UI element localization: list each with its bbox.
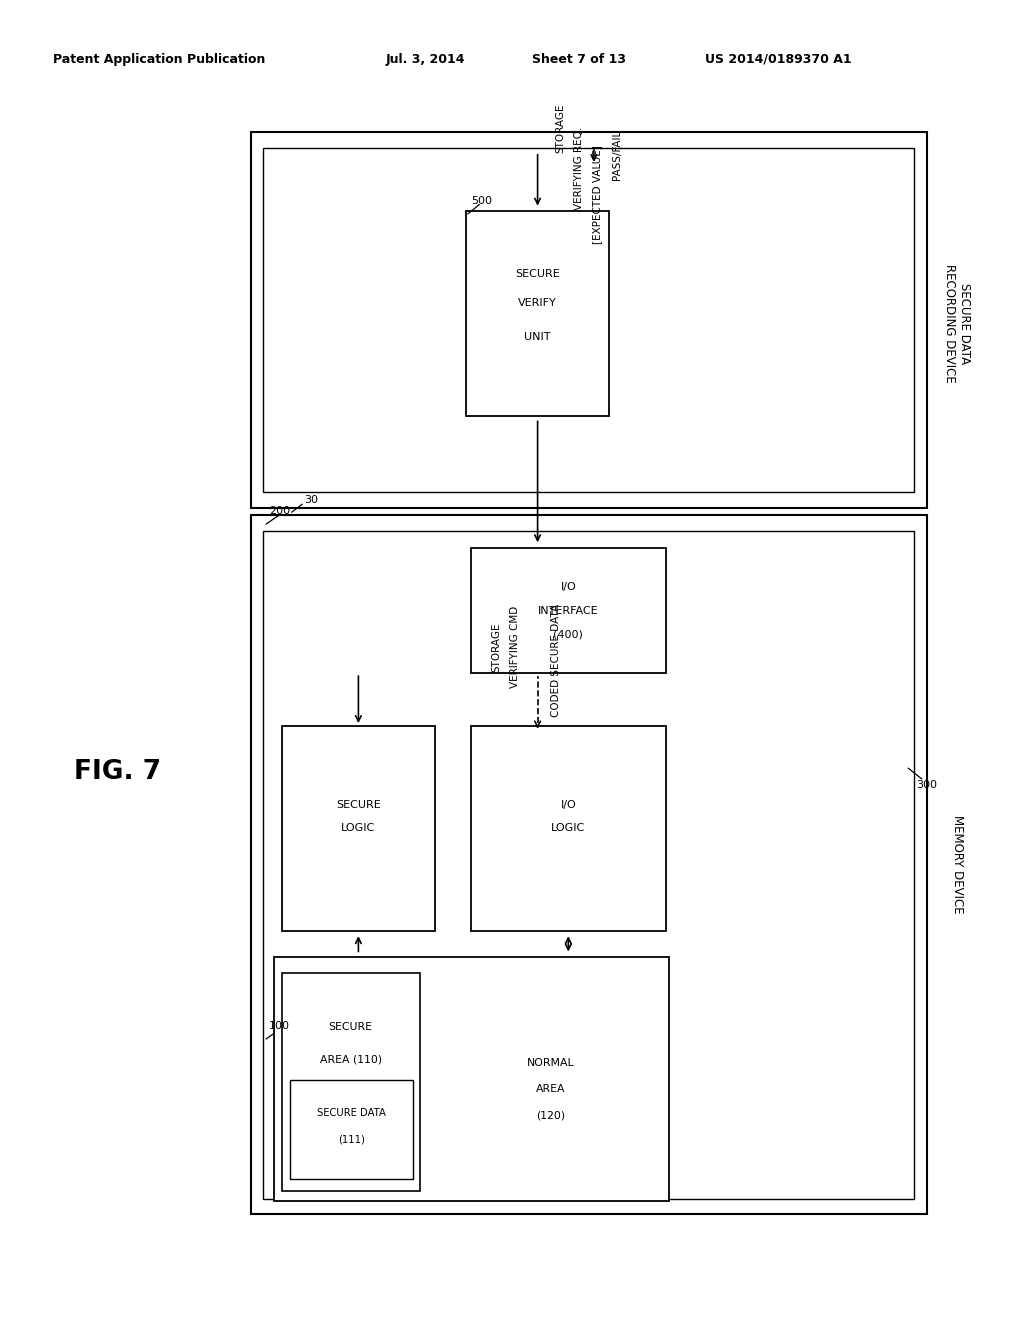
Text: FIG. 7: FIG. 7 — [74, 759, 162, 785]
Text: (400): (400) — [553, 630, 584, 639]
Text: I/O: I/O — [560, 800, 577, 809]
Bar — [274, 957, 669, 1201]
Text: (120): (120) — [537, 1110, 565, 1121]
Text: VERIFYING REQ.: VERIFYING REQ. — [573, 127, 584, 210]
Bar — [290, 1080, 413, 1179]
Bar — [263, 531, 914, 1199]
Text: VERIFYING CMD: VERIFYING CMD — [510, 606, 520, 688]
Bar — [471, 548, 666, 673]
Text: SECURE DATA
RECORDING DEVICE: SECURE DATA RECORDING DEVICE — [943, 264, 972, 383]
Text: AREA (110): AREA (110) — [319, 1055, 382, 1065]
Text: I/O: I/O — [560, 582, 577, 591]
Bar — [282, 726, 435, 931]
Text: LOGIC: LOGIC — [551, 824, 586, 833]
Text: 100: 100 — [269, 1020, 291, 1031]
Bar — [263, 148, 914, 492]
Text: SECURE: SECURE — [515, 269, 560, 279]
Bar — [251, 132, 927, 508]
Text: [EXPECTED VALUE]: [EXPECTED VALUE] — [592, 145, 602, 244]
Text: INTERFACE: INTERFACE — [538, 606, 599, 615]
Text: 300: 300 — [916, 780, 937, 791]
Text: STORAGE: STORAGE — [555, 104, 565, 153]
Text: VERIFY: VERIFY — [518, 298, 557, 308]
Text: Patent Application Publication: Patent Application Publication — [52, 53, 265, 66]
Text: UNIT: UNIT — [524, 333, 551, 342]
Bar — [471, 726, 666, 931]
Text: PASS/FAIL: PASS/FAIL — [612, 129, 623, 181]
Bar — [282, 973, 420, 1191]
Text: 200: 200 — [269, 506, 291, 516]
Text: STORAGE: STORAGE — [492, 622, 502, 672]
Text: AREA: AREA — [537, 1084, 565, 1094]
Text: Jul. 3, 2014: Jul. 3, 2014 — [385, 53, 465, 66]
Text: (111): (111) — [338, 1135, 365, 1144]
Text: 30: 30 — [304, 495, 318, 506]
Text: CODED SECURE DATA: CODED SECURE DATA — [551, 603, 561, 717]
Text: SECURE: SECURE — [336, 800, 381, 809]
Text: US 2014/0189370 A1: US 2014/0189370 A1 — [705, 53, 852, 66]
Text: NORMAL: NORMAL — [527, 1057, 574, 1068]
Bar — [466, 211, 609, 416]
Text: LOGIC: LOGIC — [341, 824, 376, 833]
Bar — [251, 515, 927, 1214]
Text: Sheet 7 of 13: Sheet 7 of 13 — [531, 53, 626, 66]
Text: SECURE DATA: SECURE DATA — [316, 1109, 386, 1118]
Text: SECURE: SECURE — [329, 1022, 373, 1032]
Text: MEMORY DEVICE: MEMORY DEVICE — [951, 816, 964, 913]
Text: 500: 500 — [471, 195, 493, 206]
